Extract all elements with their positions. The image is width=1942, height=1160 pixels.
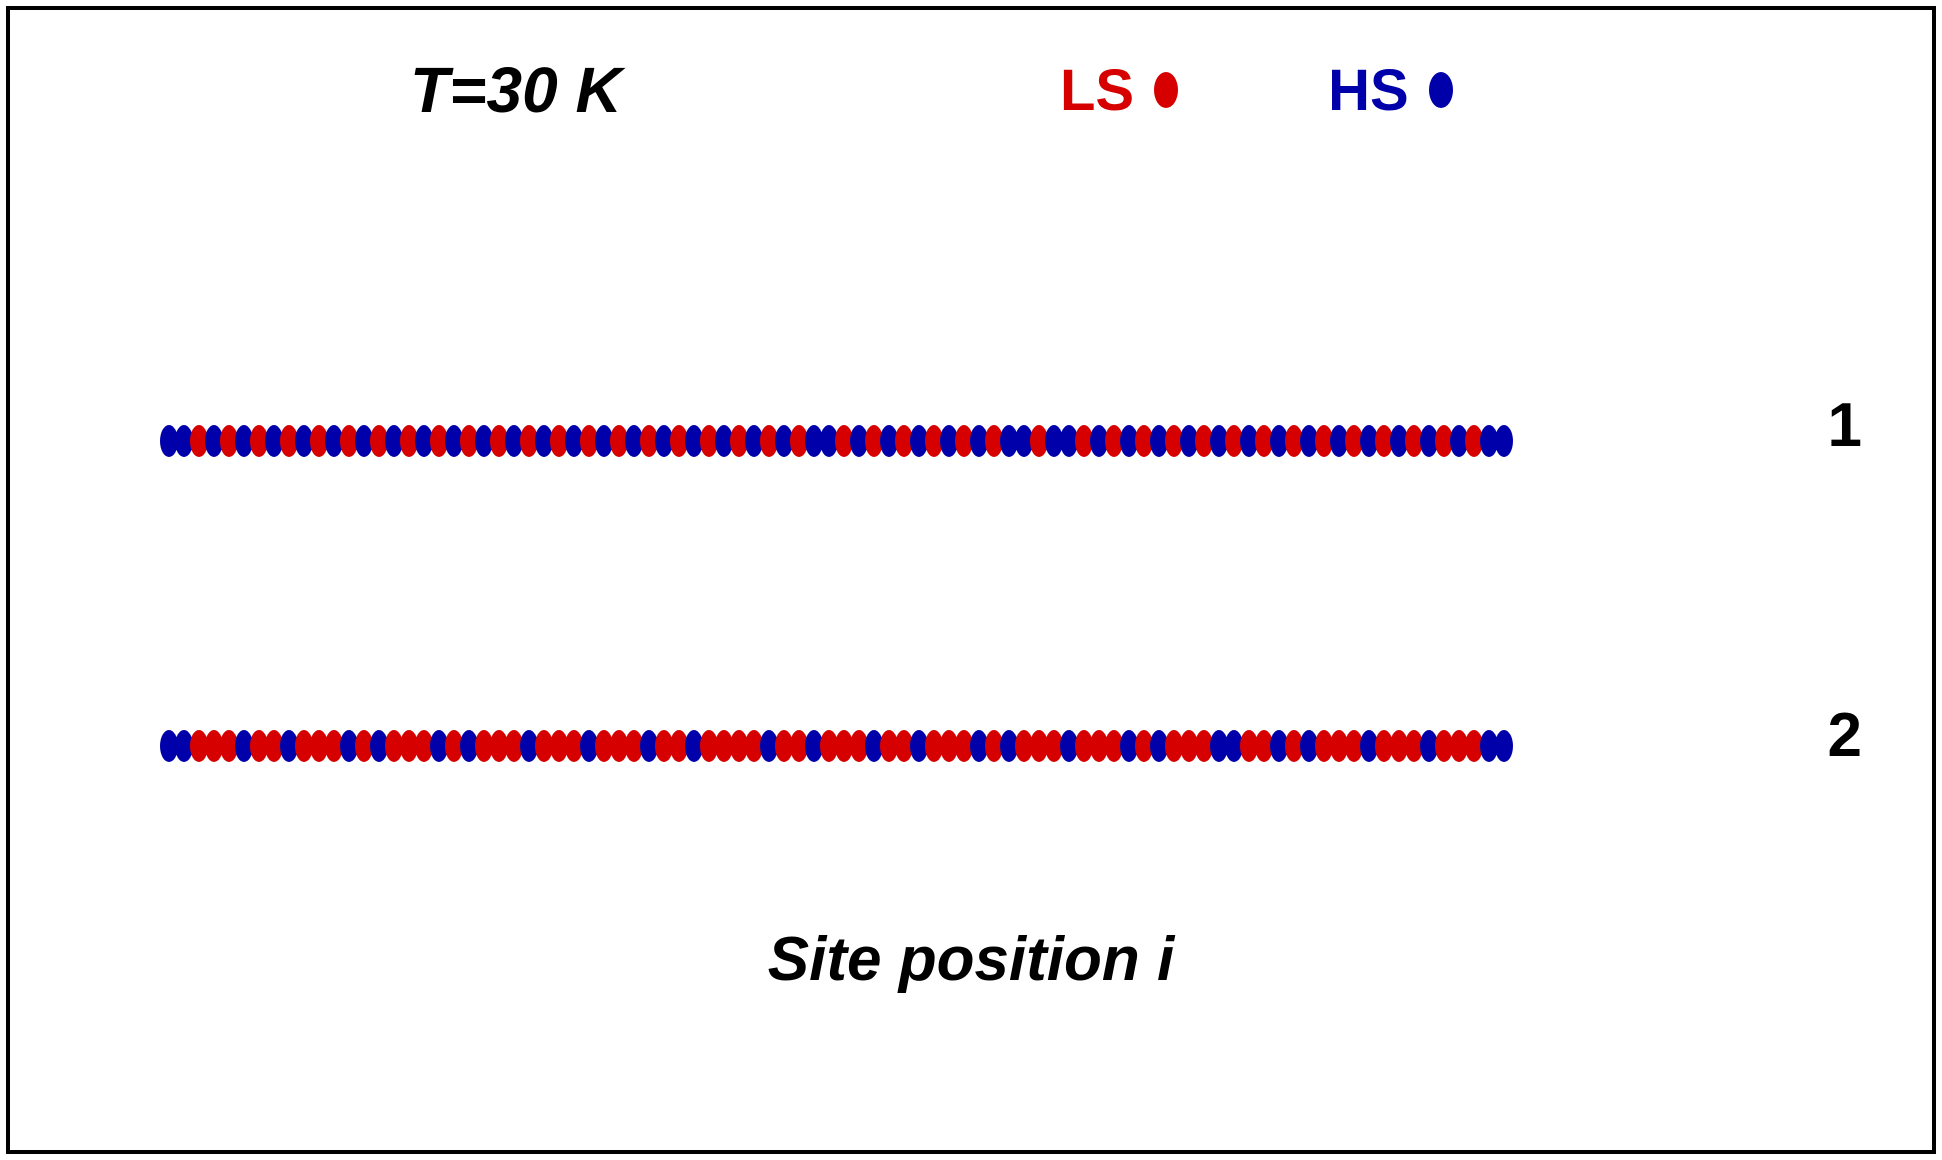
legend-ls: LS (1060, 57, 1178, 124)
hs-marker-icon (1429, 72, 1453, 108)
ls-marker-icon (1154, 72, 1178, 108)
chain-label-1: 1 (1828, 390, 1862, 461)
legend-hs: HS (1328, 57, 1453, 124)
hs-site (1495, 730, 1513, 762)
hs-site (1495, 425, 1513, 457)
diagram-frame: T=30 K LS HS 1 2 Site position i (6, 6, 1936, 1154)
legend-ls-label: LS (1060, 57, 1134, 124)
chain-row-2 (160, 730, 1760, 762)
temperature-label: T=30 K (410, 53, 622, 127)
x-axis-label: Site position i (10, 924, 1932, 995)
legend: LS HS (1060, 57, 1453, 124)
chain-label-2: 2 (1828, 700, 1862, 771)
chain-row-1 (160, 425, 1760, 457)
legend-hs-label: HS (1328, 57, 1409, 124)
